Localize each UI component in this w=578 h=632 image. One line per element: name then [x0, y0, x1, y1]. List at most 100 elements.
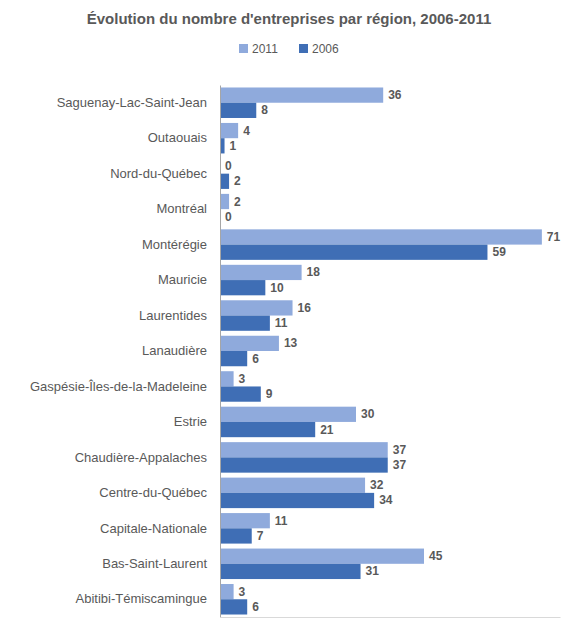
legend: 2011 2006 — [239, 42, 339, 56]
tick: Capitale-Nationale — [100, 520, 207, 535]
bar — [220, 194, 229, 209]
axis-line — [220, 86, 221, 618]
data-label: 36 — [388, 88, 402, 102]
data-label: 1 — [230, 139, 237, 153]
tick-label: Gaspésie-Îles-de-la-Madeleine — [30, 379, 207, 394]
tick-label: Laurentides — [139, 308, 207, 323]
tick-label: Capitale-Nationale — [100, 520, 207, 535]
data-label: 6 — [252, 352, 259, 366]
bar — [220, 87, 383, 102]
bar — [220, 316, 270, 331]
data-label: 71 — [547, 230, 561, 244]
data-label: 0 — [225, 159, 232, 173]
tick: Mauricie — [158, 272, 207, 287]
data-label: 8 — [261, 103, 268, 117]
data-label: 11 — [275, 514, 288, 528]
data-label: 11 — [275, 316, 288, 330]
tick-label: Chaudière-Appalaches — [75, 450, 208, 465]
bar — [220, 549, 424, 564]
data-label: 34 — [379, 493, 393, 507]
tick-label: Saguenay-Lac-Saint-Jean — [57, 95, 207, 110]
bar — [220, 371, 234, 386]
chart: Évolution du nombre d'entreprises par ré… — [0, 0, 578, 632]
data-label: 30 — [361, 407, 375, 421]
data-label: 2 — [234, 174, 241, 188]
bar — [220, 457, 388, 472]
bar — [220, 336, 279, 351]
data-label: 4 — [243, 124, 250, 138]
tick: Abitibi-Témiscamingue — [76, 591, 208, 606]
tick: Gaspésie-Îles-de-la-Madeleine — [30, 379, 207, 394]
data-label: 3 — [239, 585, 246, 599]
plot: 3640271181613330373211453812059101169213… — [30, 86, 561, 618]
data-label: 3 — [239, 372, 246, 386]
data-label: 0 — [225, 210, 232, 224]
bar — [220, 386, 261, 401]
bar — [220, 478, 365, 493]
tick-label: Nord-du-Québec — [110, 166, 207, 181]
bar — [220, 513, 270, 528]
title: Évolution du nombre d'entreprises par ré… — [87, 10, 492, 27]
data-label: 6 — [252, 600, 259, 614]
data-label: 45 — [429, 549, 443, 563]
bar — [220, 245, 487, 260]
legend-swatch — [239, 44, 248, 53]
data-label: 2 — [234, 195, 241, 209]
data-label: 31 — [366, 564, 380, 578]
data-labels: 3640271181613330373211453812059101169213… — [225, 88, 561, 614]
data-label: 37 — [393, 458, 407, 472]
bar — [220, 422, 315, 437]
bar — [220, 229, 542, 244]
axis-line — [221, 617, 561, 618]
tick-label: Montréal — [156, 201, 207, 216]
bar — [220, 442, 388, 457]
tick: Montréal — [156, 201, 207, 216]
bar — [220, 493, 374, 508]
bar — [220, 265, 302, 280]
data-label: 32 — [370, 478, 384, 492]
legend-label: 2006 — [312, 42, 339, 56]
legend-label: 2011 — [252, 42, 278, 56]
bars — [220, 87, 542, 614]
tick: Bas-Saint-Laurent — [102, 556, 207, 571]
tick: Estrie — [174, 414, 207, 429]
tick-label: Outaouais — [148, 130, 208, 145]
bar — [220, 123, 238, 138]
tick: Montérégie — [142, 237, 207, 252]
tick-label: Centre-du-Québec — [99, 485, 207, 500]
legend-swatch — [299, 44, 308, 53]
bar — [220, 174, 229, 189]
bar — [220, 584, 234, 599]
data-label: 37 — [393, 443, 407, 457]
tick-label: Montérégie — [142, 237, 207, 252]
data-label: 7 — [257, 529, 264, 543]
bar — [220, 599, 247, 614]
data-label: 21 — [320, 423, 334, 437]
tick-label: Estrie — [174, 414, 207, 429]
data-label: 59 — [492, 245, 506, 259]
data-label: 13 — [284, 336, 298, 350]
data-label: 9 — [266, 387, 273, 401]
tick-label: Abitibi-Témiscamingue — [76, 591, 208, 606]
tick: Laurentides — [139, 308, 207, 323]
tick: Saguenay-Lac-Saint-Jean — [57, 95, 207, 110]
tick: Lanaudière — [142, 343, 207, 358]
tick-label: Lanaudière — [142, 343, 207, 358]
tick-label: Bas-Saint-Laurent — [102, 556, 207, 571]
tick: Centre-du-Québec — [99, 485, 207, 500]
tick: Chaudière-Appalaches — [75, 450, 208, 465]
bar — [220, 528, 252, 543]
tick: Outaouais — [148, 130, 208, 145]
bar — [220, 407, 356, 422]
category-axis: Saguenay-Lac-Saint-Jean Outaouais Nord-du-… — [30, 86, 221, 618]
bar — [220, 103, 256, 118]
tick: Nord-du-Québec — [110, 166, 207, 181]
bar — [220, 351, 247, 366]
bar — [220, 300, 293, 315]
data-label: 10 — [270, 281, 284, 295]
value-axis — [221, 617, 561, 618]
data-label: 16 — [298, 301, 312, 315]
tick-label: Mauricie — [158, 272, 207, 287]
bar — [220, 280, 265, 295]
bar — [220, 564, 361, 579]
